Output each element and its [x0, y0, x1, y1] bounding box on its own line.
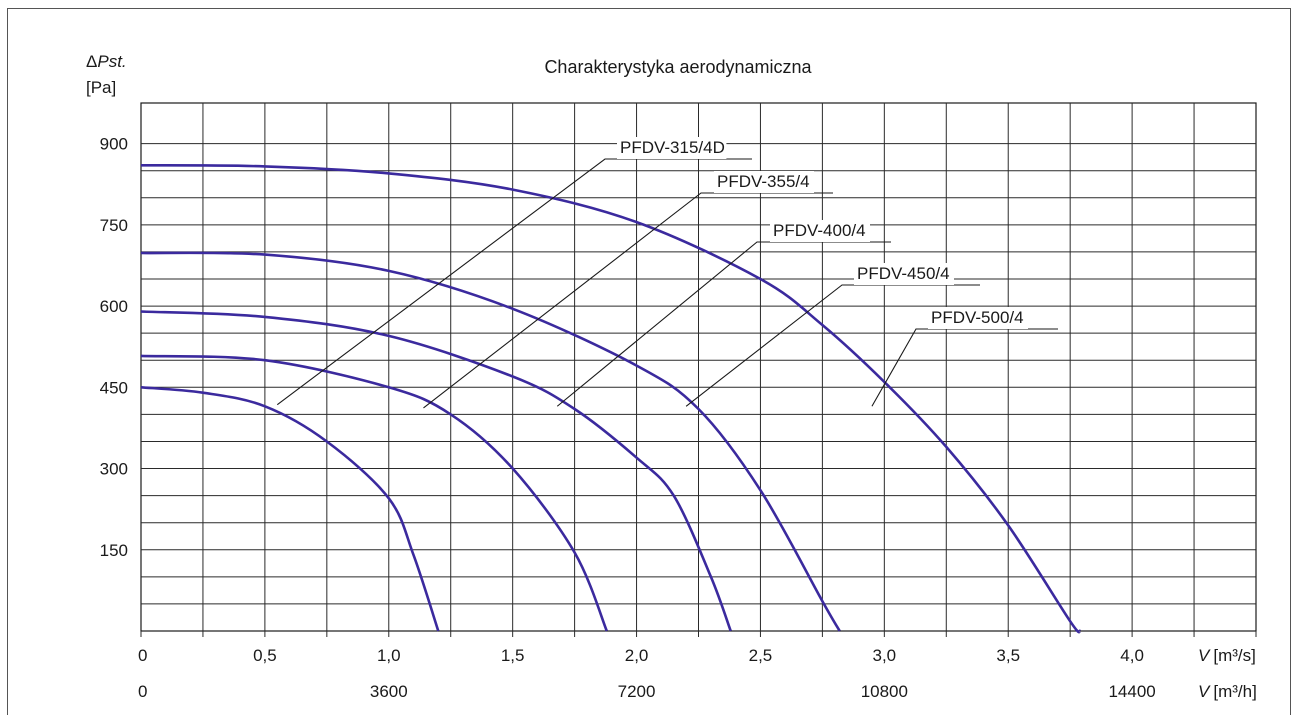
series-leader-line-4 [685, 284, 980, 407]
series-label-4: PFDV-450/4 [857, 264, 950, 283]
series-leader-line-3 [556, 241, 891, 407]
series-labels: PFDV-315/4D PFDV-355/4 PFDV-400/4 PFDV-450/… [276, 137, 1058, 409]
x-axis-label-ms-symbol: V [1198, 646, 1211, 665]
y-axis-label: ΔPst. [Pa] [86, 52, 127, 97]
y-tick-labels: 150 300 450 600 750 900 [100, 135, 128, 560]
x-axis-label-mh-symbol: V [1198, 682, 1211, 701]
series-label-1: PFDV-315/4D [620, 138, 725, 157]
y-tick-label: 450 [100, 378, 128, 397]
series-label-2: PFDV-355/4 [717, 172, 810, 191]
x-tick-labels-ms: 0 0,5 1,0 1,5 2,0 2,5 3,0 3,5 4,0 [138, 646, 1144, 665]
y-tick-label: 300 [100, 460, 128, 479]
series-label-5: PFDV-500/4 [931, 308, 1024, 327]
x2-tick-label: 3600 [370, 682, 408, 701]
y-tick-label: 600 [100, 297, 128, 316]
x-axis-label-mh: V [m³/h] [1198, 682, 1257, 701]
series-label-background-1 [617, 137, 727, 159]
x-tick-label: 2,0 [625, 646, 649, 665]
svg-text:V[m³/s]: V [m³/s] [1198, 646, 1256, 665]
svg-text:V[m³/h]: V [m³/h] [1198, 682, 1257, 701]
x-tick-label: 1,5 [501, 646, 525, 665]
x-axis-label-ms: V [m³/s] [1198, 646, 1256, 665]
curves [140, 164, 1081, 634]
x2-tick-label: 0 [138, 682, 147, 701]
x-axis-label-ms-unit: [m³/s] [1213, 646, 1256, 665]
series-label-3: PFDV-400/4 [773, 221, 866, 240]
x-tick-label: 2,5 [749, 646, 773, 665]
curve-series-1 [140, 386, 440, 632]
curve-series-3 [140, 310, 732, 632]
x2-tick-label: 14400 [1108, 682, 1155, 701]
x-tick-label: 3,5 [996, 646, 1020, 665]
series-leader-line-1 [276, 158, 752, 406]
x-axis-label-mh-unit: [m³/h] [1213, 682, 1256, 701]
y-axis-label-symbol: Pst. [97, 52, 126, 71]
x2-tick-label: 7200 [618, 682, 656, 701]
series-leader-line-5 [871, 328, 1058, 407]
x-tick-label: 4,0 [1120, 646, 1144, 665]
x-tick-labels-mh: 0 3600 7200 10800 14400 [138, 682, 1156, 701]
x-tick-label: 0,5 [253, 646, 277, 665]
x-tick-label: 3,0 [873, 646, 897, 665]
curve-series-4 [140, 251, 841, 632]
x-tick-label: 0 [138, 646, 147, 665]
series-label-background-2 [714, 171, 814, 193]
curve-series-2 [140, 354, 609, 632]
y-tick-label: 900 [100, 135, 128, 154]
series-label-background-5 [928, 307, 1028, 329]
chart-title: Charakterystyka aerodynamiczna [544, 57, 812, 77]
curve-series-5 [140, 164, 1081, 634]
y-tick-label: 150 [100, 541, 128, 560]
series-label-background-3 [770, 220, 870, 242]
chart-frame [7, 8, 1291, 715]
x-tick-label: 1,0 [377, 646, 401, 665]
series-label-background-4 [854, 263, 954, 285]
y-tick-label: 750 [100, 216, 128, 235]
y-axis-label-unit: [Pa] [86, 78, 116, 97]
x2-tick-label: 10800 [861, 682, 908, 701]
y-axis-label-line1: ΔPst. [86, 52, 127, 71]
grid [140, 102, 1257, 637]
